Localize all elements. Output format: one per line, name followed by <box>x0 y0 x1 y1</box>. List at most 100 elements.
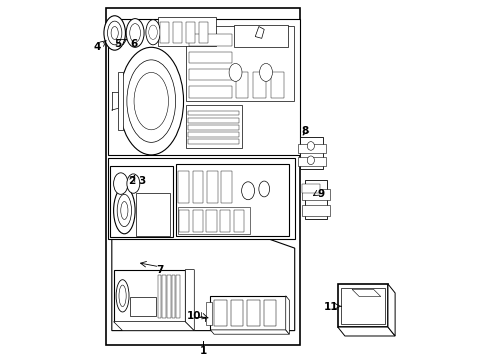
Ellipse shape <box>228 63 242 81</box>
Bar <box>199 22 207 43</box>
Bar <box>188 125 239 130</box>
Ellipse shape <box>117 194 131 226</box>
Ellipse shape <box>119 285 126 307</box>
Bar <box>192 171 203 203</box>
Ellipse shape <box>306 141 314 150</box>
Bar <box>186 105 242 148</box>
Ellipse shape <box>119 47 183 155</box>
Bar <box>188 51 231 63</box>
Ellipse shape <box>134 72 168 130</box>
Bar <box>178 207 249 234</box>
Bar <box>188 132 239 137</box>
Ellipse shape <box>116 280 129 312</box>
Bar <box>178 171 188 203</box>
Text: 11: 11 <box>324 302 338 312</box>
Bar <box>253 72 265 98</box>
Bar <box>301 189 329 200</box>
Bar <box>158 275 161 318</box>
Polygon shape <box>351 289 380 297</box>
Bar <box>230 301 243 326</box>
Text: 4: 4 <box>93 42 100 52</box>
Bar <box>186 26 293 101</box>
Polygon shape <box>118 72 122 130</box>
Bar <box>188 86 231 98</box>
Bar <box>106 8 300 345</box>
Bar <box>221 171 231 203</box>
Bar <box>220 210 230 232</box>
Polygon shape <box>255 27 264 39</box>
Polygon shape <box>113 321 194 330</box>
Polygon shape <box>210 330 289 334</box>
Ellipse shape <box>241 182 254 200</box>
Bar <box>337 284 387 327</box>
Bar <box>158 17 215 45</box>
Polygon shape <box>112 184 294 330</box>
Polygon shape <box>387 284 394 336</box>
Ellipse shape <box>258 181 269 197</box>
Ellipse shape <box>113 187 135 234</box>
Text: 9: 9 <box>317 189 324 199</box>
Ellipse shape <box>259 63 272 81</box>
Bar <box>130 297 155 316</box>
Ellipse shape <box>107 21 122 45</box>
Ellipse shape <box>111 27 118 40</box>
Bar <box>108 19 300 155</box>
Ellipse shape <box>148 25 157 40</box>
Bar <box>297 157 325 166</box>
Bar <box>235 72 247 98</box>
Ellipse shape <box>306 156 314 165</box>
Bar <box>113 270 185 321</box>
Bar <box>214 301 226 326</box>
Polygon shape <box>185 270 194 330</box>
Bar <box>160 22 169 43</box>
Bar <box>188 139 239 144</box>
Ellipse shape <box>121 202 128 220</box>
Bar <box>301 205 329 216</box>
Bar <box>233 25 287 47</box>
Bar <box>136 193 170 235</box>
Ellipse shape <box>145 20 160 45</box>
Bar <box>171 275 175 318</box>
Bar <box>188 69 231 80</box>
Bar <box>173 22 182 43</box>
Ellipse shape <box>104 16 125 50</box>
Bar <box>246 301 259 326</box>
Bar <box>110 166 172 237</box>
Bar <box>271 72 284 98</box>
Ellipse shape <box>126 19 144 47</box>
Bar <box>188 35 231 46</box>
Text: 2: 2 <box>128 176 135 186</box>
Bar <box>297 144 325 153</box>
Bar <box>340 288 385 324</box>
Bar <box>188 118 239 123</box>
Bar <box>206 210 216 232</box>
Ellipse shape <box>113 173 128 194</box>
Bar <box>179 210 189 232</box>
Bar <box>206 302 211 325</box>
Bar <box>300 137 323 169</box>
Bar <box>263 301 276 326</box>
Bar <box>301 184 319 193</box>
Bar <box>185 22 195 43</box>
Bar <box>167 275 170 318</box>
Polygon shape <box>108 158 294 239</box>
Bar <box>206 171 217 203</box>
Text: 1: 1 <box>199 346 206 356</box>
Text: 7: 7 <box>156 265 163 275</box>
Text: 5: 5 <box>114 39 122 49</box>
Bar <box>176 164 289 235</box>
Bar <box>192 210 203 232</box>
Ellipse shape <box>129 24 140 42</box>
Text: 6: 6 <box>130 39 138 49</box>
Bar <box>188 111 239 116</box>
Bar <box>162 275 165 318</box>
Text: 3: 3 <box>139 176 145 186</box>
Bar <box>233 210 244 232</box>
Text: 8: 8 <box>301 126 308 135</box>
Polygon shape <box>337 327 394 336</box>
Polygon shape <box>285 296 289 334</box>
Text: 10: 10 <box>187 311 201 321</box>
Bar <box>210 296 285 330</box>
Bar <box>176 275 180 318</box>
Bar <box>305 180 326 220</box>
